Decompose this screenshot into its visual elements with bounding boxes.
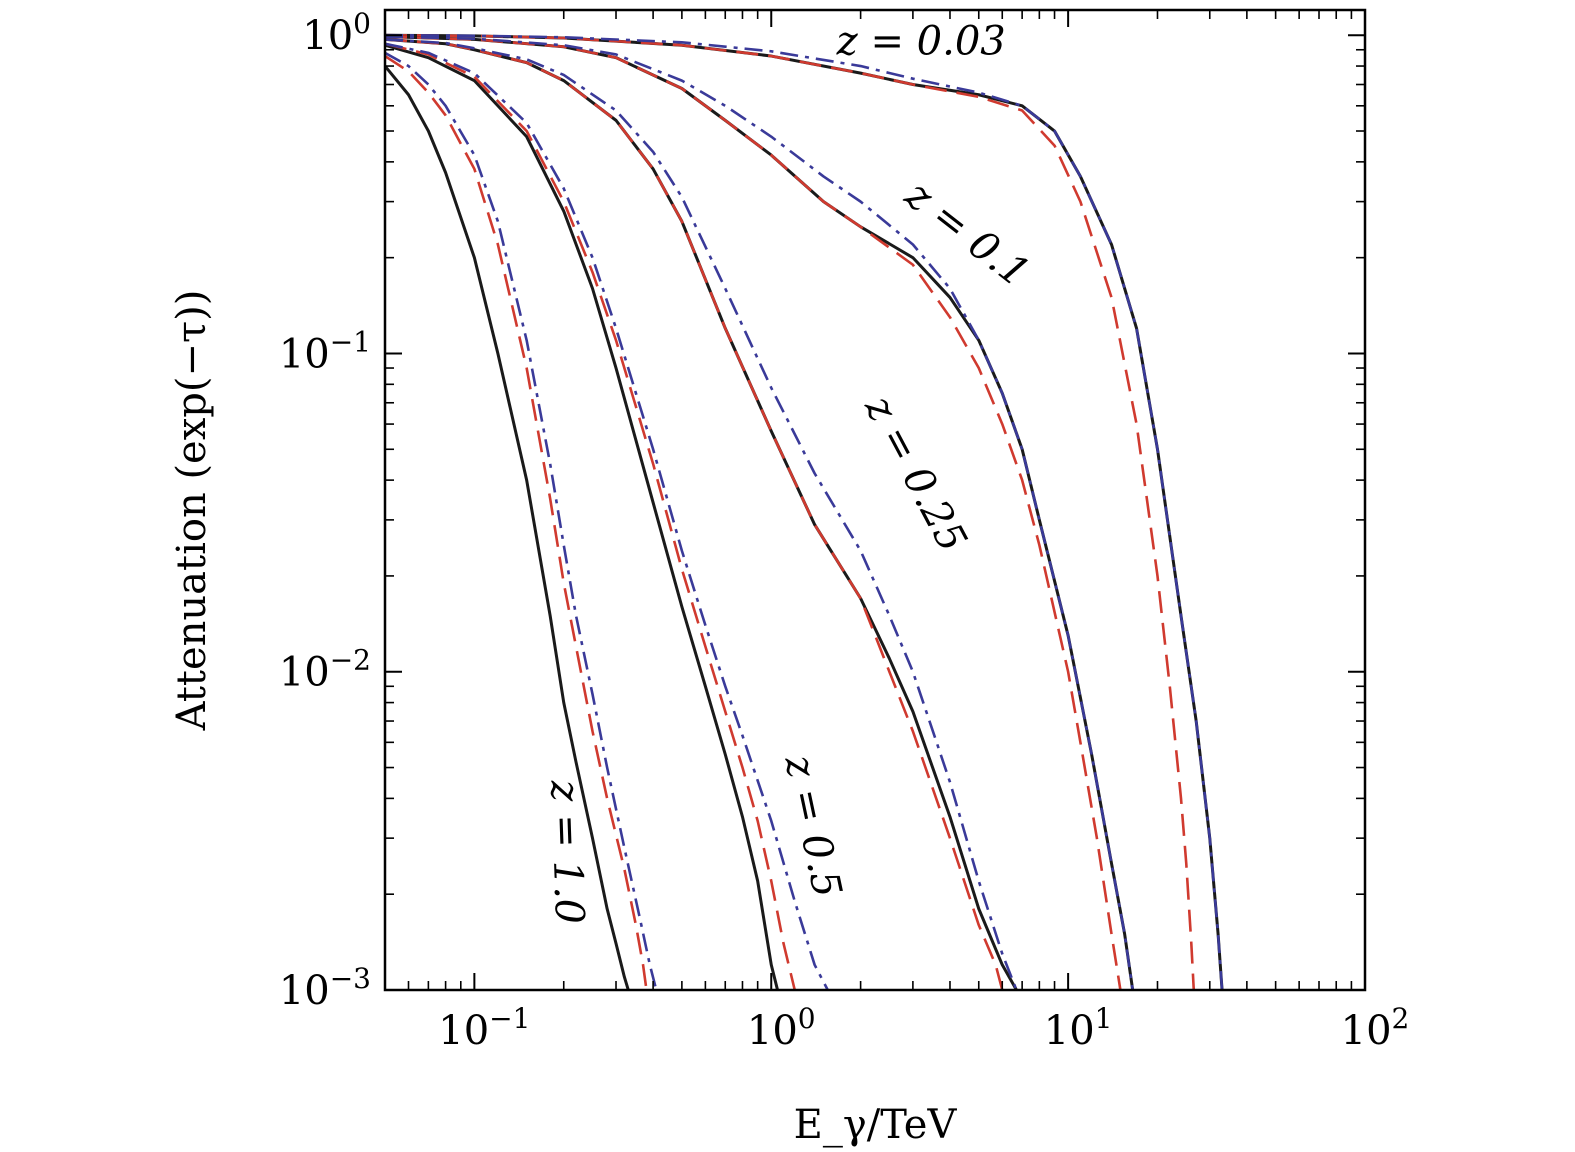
tick-labels-layer: 10−1 100 101 102 10−3 10−2 10−1 100 — [279, 7, 1410, 1054]
curve-z1_0-solid — [385, 65, 630, 990]
minor-ticks-layer — [384, 10, 1365, 990]
curve-z0_25-dashdot — [385, 38, 1018, 990]
curve-z0_03-dashed — [385, 33, 1196, 990]
x-axis-label: E_γ/TeV — [794, 1102, 958, 1148]
y-tick-label: 10−2 — [279, 644, 371, 696]
curve-z0_25-dashed — [385, 38, 1004, 990]
y-tick-label: 10−3 — [279, 962, 371, 1014]
curve-z1_0-dashdot — [385, 51, 658, 990]
x-tick-label: 102 — [1341, 1002, 1410, 1054]
curve-label: z = 0.5 — [775, 750, 850, 901]
curve-z0_5-solid — [385, 43, 779, 990]
curve-z0_1-dashed — [385, 35, 1122, 990]
y-tick-label: 10−1 — [279, 325, 371, 377]
curve-label: z = 0.25 — [855, 388, 975, 560]
curve-label: z = 1.0 — [541, 779, 592, 925]
x-tick-label: 100 — [747, 1002, 816, 1054]
curve-label: z = 0.03 — [836, 18, 1006, 64]
x-tick-label: 10−1 — [438, 1002, 530, 1054]
curve-z0_5-dashdot — [385, 42, 829, 990]
curve-z1_0-dashed — [385, 54, 648, 990]
curve-z0_1-solid — [385, 35, 1135, 990]
curves-layer — [385, 33, 1224, 990]
major-ticks-layer — [385, 10, 1366, 991]
curve-z0_5-dashed — [385, 42, 797, 990]
curve-z0_1-dashdot — [385, 35, 1134, 990]
curve-z0_03-dashdot — [385, 33, 1224, 990]
plot-frame — [383, 8, 1367, 992]
x-tick-label: 101 — [1044, 1002, 1113, 1054]
y-axis-label: Attenuation (exp(−τ)) — [169, 290, 215, 732]
y-tick-label: 100 — [302, 7, 371, 59]
curve-label: z = 0.1 — [896, 171, 1038, 296]
